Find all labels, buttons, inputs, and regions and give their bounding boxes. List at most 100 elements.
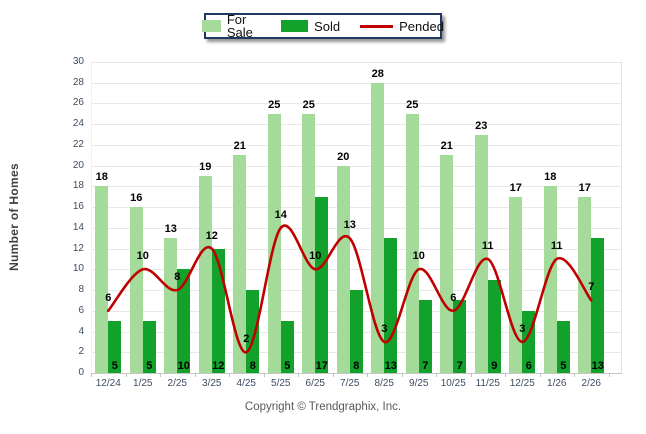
- gridline: [91, 165, 622, 167]
- sold-bar: [315, 196, 329, 373]
- x-axis-tick: [436, 373, 437, 377]
- x-axis-category-label: 1/26: [547, 378, 567, 389]
- pended-value-label: 7: [588, 281, 595, 294]
- x-axis-category-label: 8/25: [374, 378, 394, 389]
- x-axis-tick: [470, 373, 472, 377]
- pended-value-label: 10: [309, 250, 322, 263]
- x-axis-tick: [367, 373, 368, 377]
- x-axis-tick: [332, 373, 334, 377]
- y-axis-tick-label: 2: [78, 346, 84, 358]
- pended-value-label: 11: [481, 239, 494, 252]
- for-sale-value-label: 18: [95, 171, 108, 184]
- for-sale-bar: [509, 196, 523, 373]
- x-axis-category-label: 5/25: [271, 378, 291, 389]
- gridline: [91, 103, 622, 105]
- x-axis-category-label: 11/25: [475, 378, 500, 389]
- for-sale-value-label: 25: [406, 98, 419, 111]
- for-sale-value-label: 13: [164, 223, 177, 236]
- x-axis-tick: [505, 373, 506, 377]
- gridline: [91, 124, 622, 126]
- x-axis-tick: [539, 373, 541, 377]
- x-axis-category-label: 9/25: [409, 378, 429, 389]
- sold-value-label: 5: [560, 360, 567, 372]
- for-sale-bar: [440, 155, 454, 373]
- gridline: [91, 144, 622, 146]
- sold-bar: [384, 238, 398, 373]
- for-sale-value-label: 25: [302, 98, 315, 111]
- sold-value-label: 10: [177, 360, 190, 372]
- sold-value-label: 13: [591, 360, 604, 372]
- legend-label: For Sale: [226, 12, 253, 40]
- x-axis-tick: [401, 373, 403, 377]
- sold-value-label: 8: [249, 360, 256, 372]
- y-axis-tick-label: 22: [72, 138, 84, 150]
- x-axis-category-label: 1/25: [133, 378, 153, 389]
- gridline: [91, 207, 622, 209]
- x-axis-tick: [194, 373, 196, 377]
- for-sale-value-label: 16: [130, 192, 143, 205]
- y-axis-tick-label: 28: [72, 76, 84, 88]
- y-axis-tick-label: 6: [78, 304, 84, 316]
- sold-value-label: 13: [384, 360, 397, 372]
- pended-value-label: 10: [412, 250, 425, 263]
- x-axis-category-label: 3/25: [202, 378, 222, 389]
- pended-value-label: 3: [381, 322, 388, 335]
- x-axis-category-label: 12/24: [95, 378, 121, 389]
- for-sale-bar: [474, 134, 488, 373]
- sold-bar: [211, 248, 225, 373]
- pended-value-label: 6: [450, 291, 457, 304]
- for-sale-value-label: 17: [509, 181, 522, 194]
- y-axis-tick-label: 10: [72, 263, 84, 275]
- y-axis-tick-label: 24: [72, 118, 84, 130]
- sold-value-label: 5: [146, 360, 153, 372]
- for-sale-value-label: 23: [475, 119, 488, 132]
- x-axis-tick: [298, 373, 299, 377]
- gridline: [91, 186, 622, 188]
- x-axis-category-label: 10/25: [440, 378, 466, 389]
- for-sale-value-label: 17: [578, 181, 591, 194]
- legend-item-for-sale: For Sale: [202, 13, 261, 39]
- y-axis-tick-label: 14: [72, 221, 84, 233]
- plot-right-border: [621, 62, 622, 373]
- for-sale-value-label: 25: [268, 98, 281, 111]
- y-axis-tick-label: 12: [72, 242, 84, 254]
- gridline: [91, 62, 622, 63]
- y-axis-tick-label: 26: [72, 97, 84, 109]
- for-sale-bar: [336, 165, 350, 373]
- y-axis-title: Number of Homes: [7, 163, 21, 271]
- y-axis-tick-label: 20: [72, 159, 84, 171]
- sold-value-label: 7: [422, 360, 429, 372]
- sold-value-label: 12: [212, 360, 225, 372]
- for-sale-value-label: 21: [440, 140, 453, 153]
- x-axis-line: [91, 373, 622, 374]
- x-axis-tick: [160, 373, 161, 377]
- x-axis-tick: [608, 373, 610, 377]
- x-axis-tick: [229, 373, 230, 377]
- for-sale-value-label: 28: [371, 67, 384, 80]
- legend-color-swatch: [281, 20, 309, 32]
- sold-bar: [487, 279, 501, 373]
- y-axis-tick-label: 18: [72, 180, 84, 192]
- gridline: [91, 82, 622, 84]
- x-axis-tick: [263, 373, 265, 377]
- for-sale-bar: [95, 186, 109, 373]
- for-sale-bar: [267, 113, 281, 373]
- x-axis-category-label: 2/26: [581, 378, 601, 389]
- pended-value-label: 8: [174, 271, 181, 284]
- pended-value-label: 3: [519, 322, 526, 335]
- sold-bar: [591, 238, 605, 373]
- sold-value-label: 9: [491, 360, 498, 372]
- sold-value-label: 7: [456, 360, 463, 372]
- x-axis-category-label: 7/25: [340, 378, 360, 389]
- pended-value-label: 10: [136, 250, 149, 263]
- x-axis-category-label: 12/25: [509, 378, 535, 389]
- x-axis-category-label: 2/25: [167, 378, 187, 389]
- legend: For Sale Sold Pended: [202, 13, 444, 39]
- for-sale-value-label: 21: [233, 140, 246, 153]
- x-axis-category-label: 4/25: [236, 378, 256, 389]
- for-sale-value-label: 18: [544, 171, 557, 184]
- copyright-text: Copyright © Trendgraphix, Inc.: [244, 401, 402, 413]
- sold-value-label: 5: [111, 360, 118, 372]
- for-sale-bar: [405, 113, 419, 373]
